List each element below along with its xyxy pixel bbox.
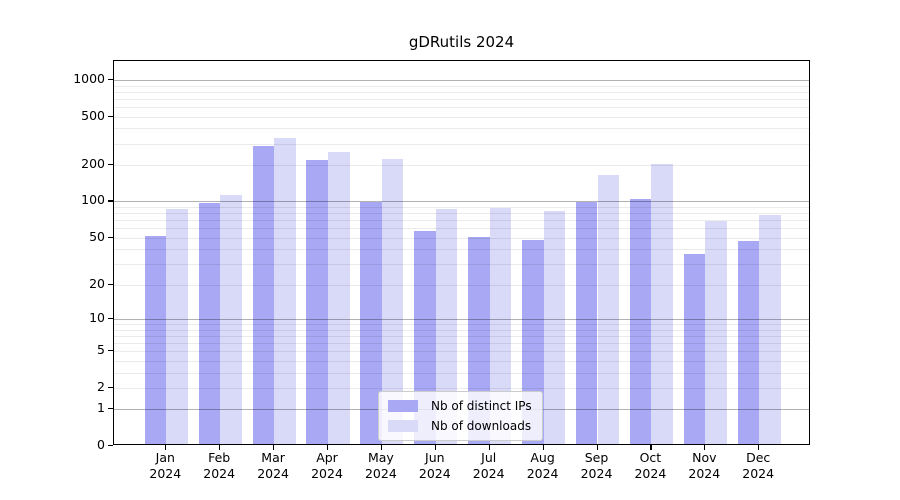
x-axis-tick-label: Aug 2024 [526,450,559,481]
y-axis-tick-label: 20 [89,275,105,291]
x-axis-tick-mark [434,445,436,450]
bar-distinct-ips [144,235,167,444]
bar-distinct-ips [683,254,706,444]
y-axis-tick-mark [108,200,113,202]
x-axis-tick-label: Mar 2024 [257,450,289,481]
x-axis-tick-mark [165,445,167,450]
y-axis-tick-label: 500 [81,107,105,123]
y-axis-tick-mark [108,236,113,238]
y-axis-tick-mark [108,283,113,285]
y-axis-tick-label: 0 [97,437,105,452]
bar-downloads [759,214,781,444]
x-axis-tick-mark [488,445,490,450]
bar-downloads [435,208,458,444]
x-axis-tick-label: Jul 2024 [472,450,505,481]
y-axis-tick-mark [108,78,113,81]
y-axis-tick-mark [108,408,113,410]
x-axis-tick-mark [650,445,652,450]
bar-downloads [651,163,673,444]
x-axis-tick-label: Oct 2024 [634,450,667,481]
y-axis-tick-mark [108,386,113,388]
x-axis-tick-label: Nov 2024 [688,450,721,481]
y-axis-tick-label: 50 [89,228,105,244]
x-axis-tick-mark [219,445,221,450]
bars-layer [114,61,809,444]
x-axis-tick-label: Feb 2024 [203,450,236,481]
x-axis-tick-mark [758,445,760,450]
bar-downloads [220,194,242,444]
y-axis-tick-mark [108,317,113,320]
x-axis-tick-label: Sep 2024 [580,450,613,481]
y-axis-tick-label: 2 [97,378,105,394]
bar-distinct-ips [306,159,328,444]
bar-distinct-ips [575,202,598,444]
bar-downloads [166,208,188,444]
legend-item-distinct-ips: Nb of distinct IPs [388,398,532,414]
x-axis-tick-label: Jan 2024 [149,450,182,481]
x-axis-tick-mark [327,445,329,450]
x-axis-tick-label: Apr 2024 [311,450,343,481]
x-axis-tick-mark [704,445,706,450]
bar-distinct-ips [737,241,760,444]
bar-downloads [328,152,350,444]
bar-downloads [705,221,727,444]
y-axis-tick-mark [108,445,113,447]
y-axis-tick-label: 200 [81,156,105,171]
x-axis-tick-mark [273,445,275,450]
legend-label-downloads: Nb of downloads [431,419,532,433]
y-axis-tick-mark [108,350,113,352]
y-axis-tick-label: 1 [97,400,105,416]
bar-distinct-ips [629,198,652,444]
x-axis-tick-mark [596,445,598,450]
x-axis-tick-label: May 2024 [364,450,397,481]
bar-downloads [543,210,566,444]
y-axis-tick-label: 100 [81,192,105,208]
y-axis-tick-label: 1000 [73,70,105,86]
y-axis-tick-label: 5 [97,342,105,358]
bar-downloads [381,158,404,444]
plot-area: Nb of distinct IPs Nb of downloads [113,60,810,445]
y-axis-tick-mark [108,164,113,166]
bar-distinct-ips [414,230,436,444]
legend: Nb of distinct IPs Nb of downloads [378,391,543,441]
chart-title: gDRutils 2024 [408,33,515,51]
y-axis-tick-mark [108,115,113,117]
bar-downloads [274,138,296,444]
bar-distinct-ips [360,201,382,444]
bar-distinct-ips [252,145,275,444]
x-axis-tick-label: Jun 2024 [418,450,451,481]
legend-swatch-downloads [388,420,418,432]
x-axis-tick-mark [542,445,544,450]
bar-downloads [489,207,512,444]
legend-label-distinct-ips: Nb of distinct IPs [431,399,532,413]
legend-item-downloads: Nb of downloads [388,418,532,434]
x-axis-tick-label: Dec 2024 [742,450,775,481]
bar-distinct-ips [198,202,221,444]
y-axis-tick-label: 10 [89,309,105,325]
x-axis-tick-mark [380,445,383,450]
legend-swatch-distinct-ips [388,400,418,412]
bar-downloads [597,174,620,444]
